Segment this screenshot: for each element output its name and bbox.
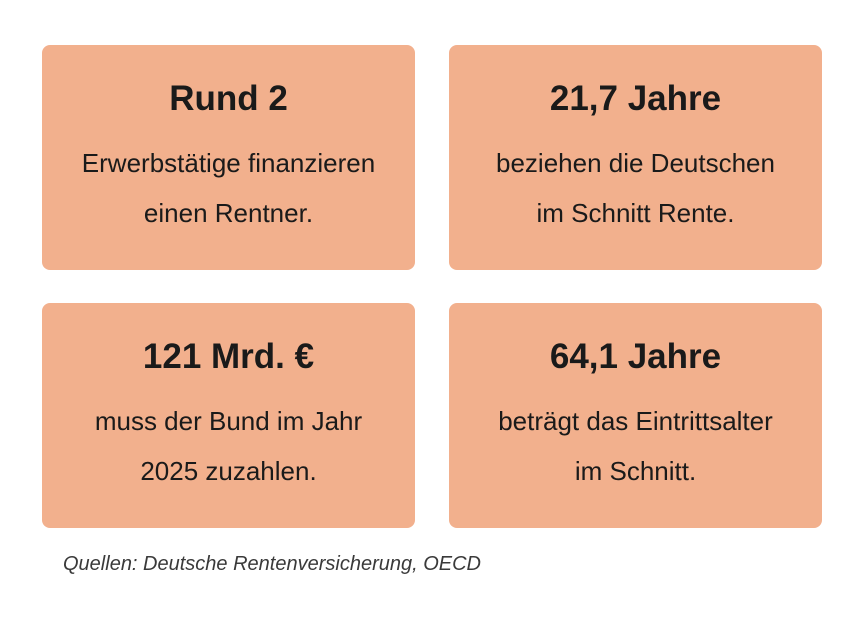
stat-card-workers-per-retiree: Rund 2 Erwerbstätige finanzieren einen R… xyxy=(42,45,415,270)
stat-description-line: im Schnitt Rente. xyxy=(536,198,735,228)
stat-description-line: einen Rentner. xyxy=(143,198,314,228)
stat-value: 121 Mrd. € xyxy=(142,337,315,376)
stat-card-retirement-age: 64,1 Jahre beträgt das Eintrittsalter im… xyxy=(449,303,822,528)
stat-value: 64,1 Jahre xyxy=(549,337,722,376)
stat-description-line: 2025 zuzahlen. xyxy=(140,456,317,486)
stat-description: muss der Bund im Jahr 2025 zuzahlen. xyxy=(52,396,405,496)
stat-value: Rund 2 xyxy=(169,79,288,118)
stat-description-line: beträgt das Eintrittsalter xyxy=(498,406,773,436)
stat-card-federal-subsidy: 121 Mrd. € muss der Bund im Jahr 2025 zu… xyxy=(42,303,415,528)
stat-description-line: beziehen die Deutschen xyxy=(496,148,775,178)
stat-card-pension-duration: 21,7 Jahre beziehen die Deutschen im Sch… xyxy=(449,45,822,270)
stat-description-line: muss der Bund im Jahr xyxy=(94,406,363,436)
stat-description-line: Erwerbstätige finanzieren xyxy=(81,148,376,178)
stat-description-line: im Schnitt. xyxy=(574,456,697,486)
stat-description: beträgt das Eintrittsalter im Schnitt. xyxy=(459,396,812,496)
stat-description: beziehen die Deutschen im Schnitt Rente. xyxy=(459,138,812,238)
stat-value: 21,7 Jahre xyxy=(549,79,722,118)
source-note: Quellen: Deutsche Rentenversicherung, OE… xyxy=(63,553,481,575)
stat-description: Erwerbstätige finanzieren einen Rentner. xyxy=(52,138,405,238)
